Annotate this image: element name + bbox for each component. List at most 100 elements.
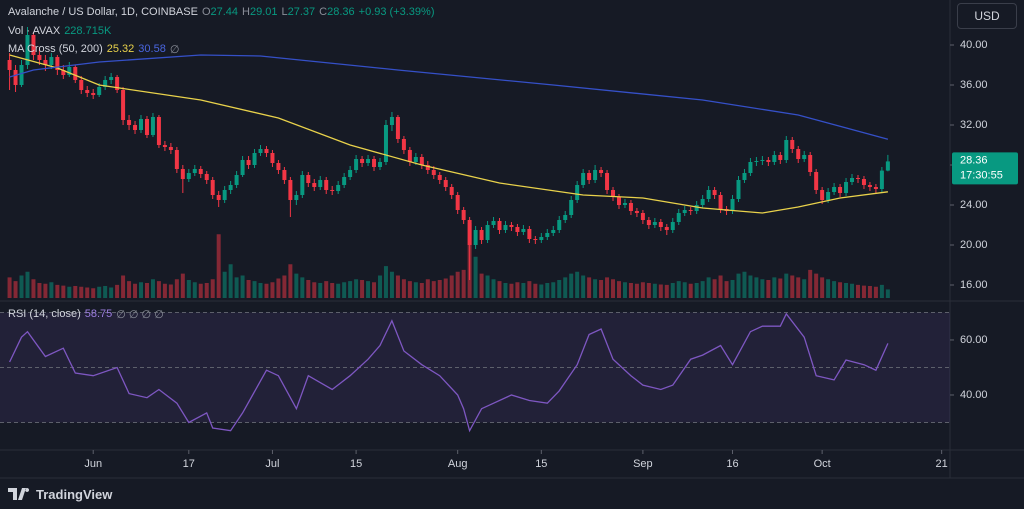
volume-bar [587,277,592,298]
candle-body [407,150,412,162]
volume-bar [425,279,430,298]
volume-bar [664,284,669,298]
volume-bar [503,283,508,298]
volume-bar [162,283,167,298]
candle-body [198,169,203,174]
candle-body [395,117,400,139]
volume-bar [712,279,717,298]
volume-bar [867,286,872,298]
volume-bar [718,275,723,298]
volume-bar [838,282,843,298]
countdown: 17:30:55 [960,169,1003,181]
volume-bar [814,273,819,298]
volume-bar [282,275,287,298]
candle-body [491,221,496,225]
volume-bar [700,281,705,298]
volume-bar [288,264,293,298]
high-label: H [242,6,250,18]
low: 27.37 [287,6,316,18]
rsi-title: RSI (14, close) [8,308,81,320]
volume-bar [593,279,598,298]
volume-bar [7,277,12,298]
y-tick-label: 32.00 [960,119,988,131]
volume-bar [276,278,281,298]
volume-bar [855,284,860,298]
volume-bar [706,277,711,298]
x-tick-label: 17 [183,458,195,470]
volume-bar [766,280,771,298]
candle-body [419,157,424,165]
volume-bar [820,277,825,298]
volume-bar [67,286,72,298]
candle-body [19,65,24,85]
volume-bar [139,282,144,298]
volume-bar [109,287,114,298]
candle-body [389,117,394,125]
candle-body [318,180,323,187]
candle-body [855,178,860,179]
candle-body [372,159,377,167]
legend-row: Avalanche / US Dollar, 1D, COINBASE O27.… [8,6,435,18]
volume-bar [760,279,765,298]
x-tick-label: Jul [265,458,279,470]
volume-bar [748,275,753,298]
volume-bar [491,279,496,298]
candle-body [533,239,538,240]
volume-bar [264,283,269,298]
volume-bar [437,280,442,298]
candle-body [587,173,592,180]
logo [8,488,30,500]
volume-bar [628,283,633,298]
candle-body [646,220,651,225]
candle-body [168,147,173,150]
last-price: 28.36 [960,154,988,166]
volume-bar [688,283,693,298]
candle-body [425,165,430,170]
candle-body [575,185,580,200]
volume-bar [383,266,388,298]
candle-body [873,187,878,189]
candle-body [569,200,574,215]
candle-body [162,145,167,147]
volume-bar [252,281,257,298]
last-price-box [952,152,1018,185]
ma-line [9,54,888,214]
candle-body [736,180,741,199]
candle-body [133,125,138,130]
volume-bar [676,281,681,298]
candle-body [150,117,155,135]
candle-body [706,190,711,199]
x-tick-label: 15 [535,458,547,470]
candle-body [455,195,460,210]
candle-body [766,160,771,162]
volume-bar [19,275,24,298]
candle-body [431,170,436,175]
candle-body [676,213,681,222]
volume-bar [419,283,424,298]
candle-body [718,195,723,209]
volume-bar [497,281,502,298]
candle-body [527,229,532,239]
volume-bar [198,283,203,298]
low-label: L [281,6,288,18]
volume-bar [144,283,149,298]
candle-body [121,90,126,120]
candle-body [885,161,890,171]
candle-body [31,35,36,55]
currency-button[interactable]: USD [957,3,1017,29]
y-tick-label: 16.00 [960,279,988,291]
candle-body [300,175,305,195]
ma-empty: ∅ [169,44,180,56]
volume-bar [216,234,221,298]
candle-body [342,177,347,185]
volume-bar [127,281,132,298]
volume-bar [742,271,747,298]
candle-body [742,173,747,180]
volume-bar [772,277,777,298]
candle-body [611,190,616,197]
candle-body [634,211,639,213]
ma50-value: 25.32 [106,43,135,55]
candle-body [778,155,783,160]
candle-body [497,221,502,230]
candle-body [616,197,621,205]
